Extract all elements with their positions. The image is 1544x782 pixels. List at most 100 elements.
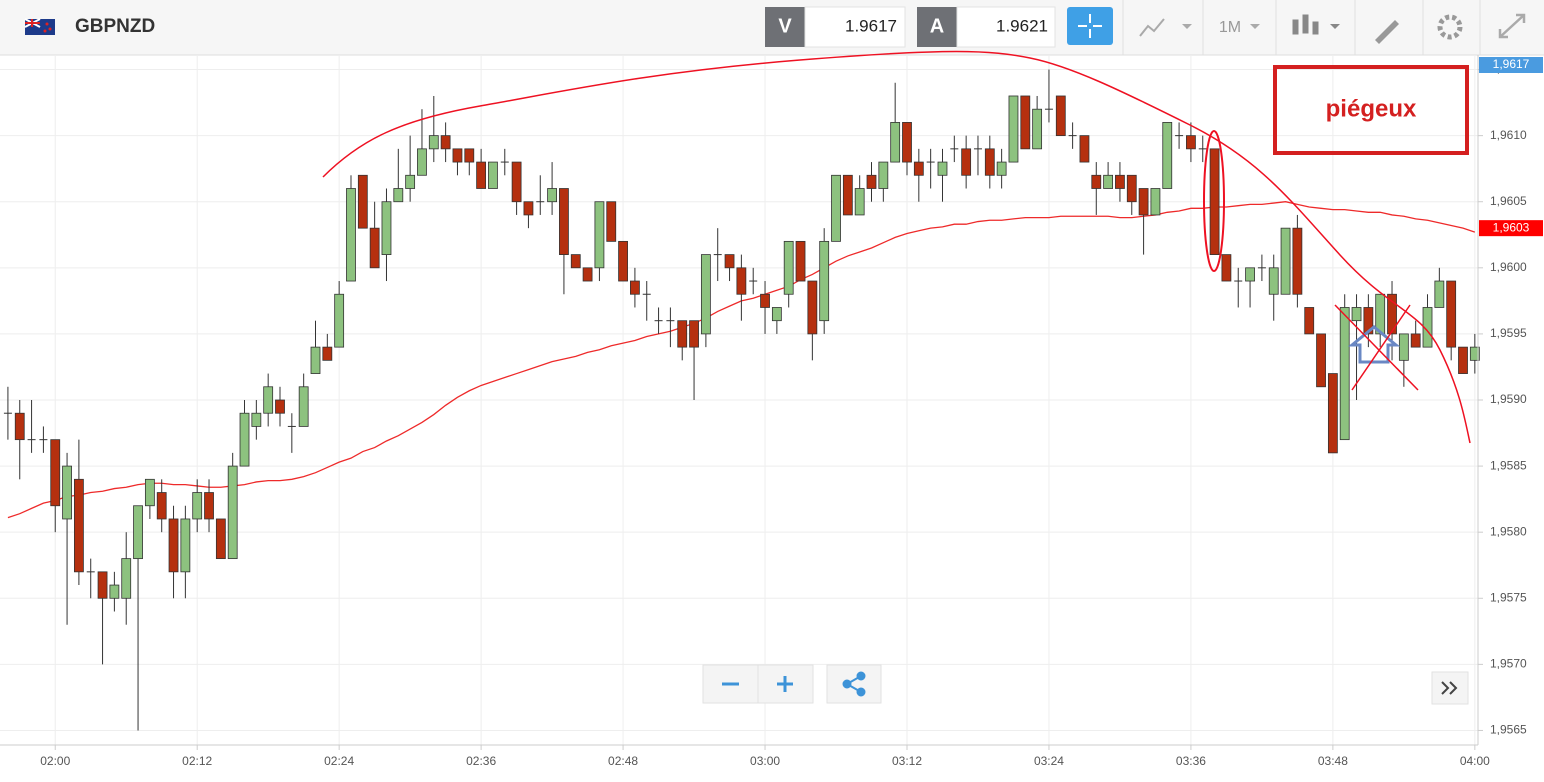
candle-body: [760, 293, 770, 308]
candle-body: [156, 492, 167, 520]
candle-body: [180, 518, 191, 573]
candle-body: [866, 174, 877, 189]
candle-body: [97, 571, 108, 599]
candle-body: [405, 174, 416, 189]
candle-body: [831, 174, 841, 242]
candle-body: [215, 518, 226, 560]
candle-body: [736, 267, 747, 295]
candle-body: [1446, 280, 1457, 348]
bid-button[interactable]: [765, 7, 805, 47]
x-tick-label: 03:48: [1318, 754, 1348, 768]
candle-body: [630, 280, 640, 295]
candle-body: [1316, 333, 1326, 388]
candle-body: [1458, 346, 1468, 374]
candle-body: [192, 492, 203, 520]
candle-body: [1091, 174, 1102, 189]
candle-body: [346, 188, 356, 282]
candle-body: [783, 240, 794, 295]
candle-body: [1422, 307, 1433, 348]
y-tick-label: 1,9570: [1490, 657, 1527, 671]
candle-body: [1115, 174, 1125, 189]
y-tick-label: 1,9580: [1490, 524, 1527, 538]
candle-body: [689, 320, 699, 348]
bid-box: [804, 6, 906, 48]
ask-box: [956, 6, 1056, 48]
candle-body: [1008, 95, 1019, 163]
crosshair-button[interactable]: [1067, 7, 1113, 45]
share-button[interactable]: [826, 664, 882, 704]
candle-body: [523, 201, 534, 216]
candle-body: [1032, 108, 1043, 150]
ask-button[interactable]: [917, 7, 957, 47]
candle-body: [547, 188, 557, 203]
x-tick-label: 02:24: [324, 754, 354, 768]
candles-button[interactable]: [1292, 14, 1340, 35]
y-tick-label: 1,9610: [1490, 128, 1527, 142]
cross-drawing: [1334, 304, 1419, 391]
candle-body: [1126, 174, 1137, 203]
candle-body: [1245, 267, 1255, 282]
scroll-button[interactable]: [1431, 671, 1469, 705]
candle-body: [204, 492, 214, 520]
candle-body: [357, 174, 368, 229]
axes: 1,9565 1,9570 1,9575 1,9580 1,9585 1,9590 1,95…: [40, 57, 1543, 768]
candle-body: [168, 518, 179, 573]
candle-body: [961, 148, 972, 176]
y-tick-label: 1,9575: [1490, 590, 1527, 604]
candle-body: [984, 148, 995, 176]
candle-body: [1103, 174, 1114, 189]
candle-body: [73, 478, 84, 573]
candle-body: [1079, 135, 1090, 163]
flag: [24, 18, 55, 35]
candle-body: [428, 135, 439, 150]
price-label: 1,9617: [1493, 57, 1530, 71]
zoom-in[interactable]: [777, 676, 793, 692]
candle-body: [275, 399, 285, 414]
candle-body: [381, 201, 392, 255]
trend-drawing: [322, 50, 1471, 444]
candle-body: [1138, 188, 1149, 216]
zoom-controls: [702, 664, 1469, 705]
fullscreen-button[interactable]: [1498, 13, 1526, 39]
annotation: piégeux: [1326, 95, 1417, 122]
candle-body: [606, 201, 617, 242]
candle-body: [14, 412, 25, 441]
candle-body: [594, 201, 605, 269]
grid: [0, 55, 1478, 745]
candle-body: [1339, 307, 1350, 441]
candle-body: [570, 254, 581, 269]
timeframe[interactable]: 1M: [1219, 19, 1241, 36]
bid-label: V: [778, 15, 792, 37]
arrow-drawing: [1347, 325, 1401, 364]
candle-body: [902, 122, 912, 163]
candle-body: [1327, 373, 1338, 454]
candle-body: [440, 135, 451, 150]
settings-button[interactable]: [1437, 14, 1463, 40]
draw-button[interactable]: [1375, 20, 1399, 44]
bid-price: 1.9617: [845, 16, 897, 35]
candle-body: [322, 346, 333, 361]
candle-body: [1387, 293, 1397, 335]
candle-body: [452, 148, 463, 163]
candles: [3, 69, 1480, 731]
candle-body: [700, 254, 711, 335]
x-tick-label: 04:00: [1460, 754, 1490, 768]
candle-body: [251, 412, 262, 427]
price-label-box: [1479, 220, 1543, 237]
candle-body: [1351, 307, 1362, 322]
candle-body: [819, 240, 830, 322]
candle-body: [854, 188, 865, 216]
candle-body: [1209, 148, 1220, 255]
y-tick-label: 1,9565: [1490, 723, 1527, 737]
candle-body: [334, 293, 345, 348]
candle-body: [393, 188, 404, 203]
candle-body: [618, 240, 628, 282]
candle-body: [1268, 267, 1279, 295]
candle-body: [1020, 95, 1031, 150]
ask-label: A: [930, 15, 944, 37]
scroll-icon: [1441, 681, 1458, 695]
candle-body: [1162, 122, 1173, 189]
chart-type-button[interactable]: [1139, 18, 1192, 37]
highlight-ellipse: [1203, 130, 1225, 272]
